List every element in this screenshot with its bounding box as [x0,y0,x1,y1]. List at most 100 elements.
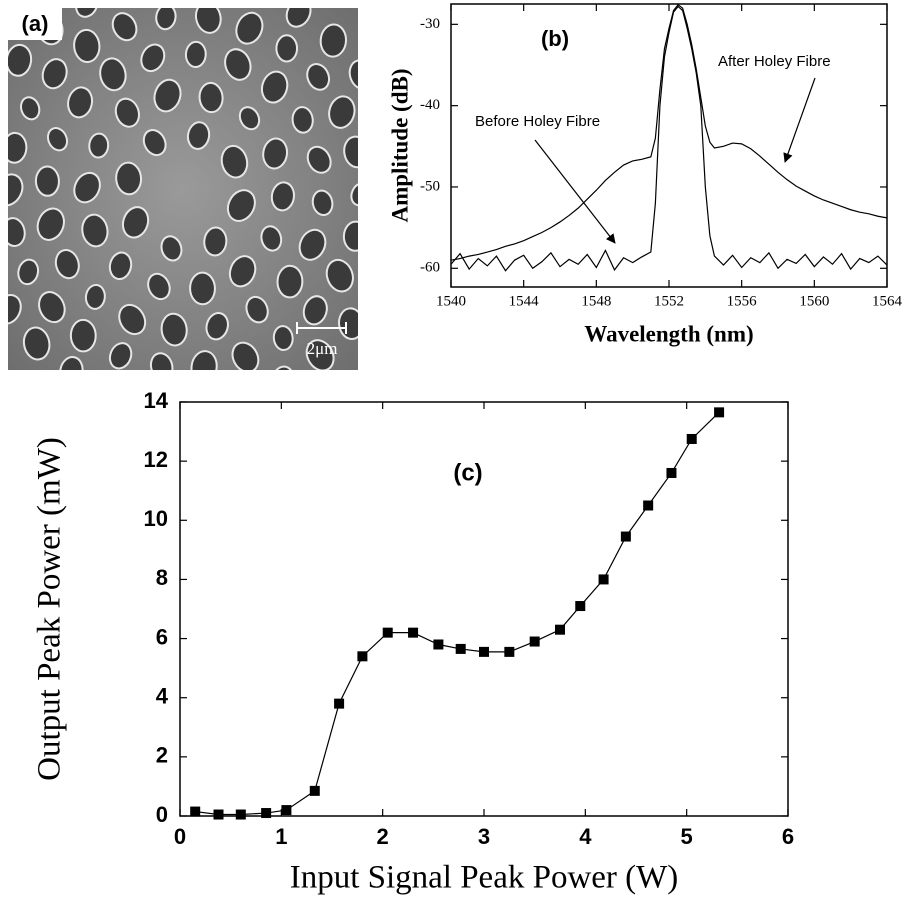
hole [20,96,41,121]
hole [348,59,358,91]
hole [260,225,283,252]
x-tick-label: 1556 [727,293,758,309]
hole [272,325,294,351]
hole [186,121,211,150]
hole [328,95,356,129]
x-tick-label: 1548 [581,293,611,309]
hole [117,0,138,1]
data-point [261,808,272,819]
hole [362,272,387,300]
hole [17,258,40,286]
y-tick-label: -40 [420,97,440,113]
panel-label: (b) [541,26,569,51]
panel-label: (a) [22,11,49,36]
data-point [357,651,368,662]
hole [184,40,207,69]
x-axis-label: Wavelength (nm) [584,321,753,346]
hole [34,165,60,197]
hole [285,8,312,28]
hole [181,384,216,422]
hole [153,78,182,113]
y-tick-label: 2 [156,743,168,768]
x-tick-label: 1544 [509,293,540,309]
plot-frame [450,3,888,288]
data-point [620,531,631,542]
y-tick-label: 0 [156,802,168,827]
hole [224,48,252,81]
data-point [433,639,444,650]
hole [22,326,51,361]
hole [155,8,177,31]
hole [81,213,109,248]
hole [270,181,295,212]
hole [220,144,249,179]
hole [108,251,133,281]
x-tick-label: 1560 [799,293,829,309]
series-annotation: After Holey Fibre [718,53,831,70]
hole [205,312,229,341]
hole [140,43,166,73]
plot-frame [179,401,789,817]
annotation-arrow [534,139,616,244]
x-tick-label: 0 [174,824,186,849]
data-point [575,601,586,612]
x-tick-label: 1564 [872,293,903,309]
hole [115,161,143,196]
hole [235,11,264,45]
hole [73,28,101,64]
label-box [8,8,62,40]
data-point [686,433,697,444]
hole [343,135,358,169]
hole [108,342,133,370]
hole [8,294,22,325]
hole [149,352,174,370]
hole [142,129,167,157]
hole [8,43,33,77]
hole [67,86,94,119]
hole [99,57,127,92]
data-point [408,627,419,638]
hole [306,63,331,91]
hole [228,255,257,288]
data-point [309,785,320,796]
hole [375,227,406,262]
x-axis-label: Input Signal Peak Power (W) [290,860,679,896]
hole [325,258,354,293]
x-tick-label: 5 [681,824,693,849]
y-tick-label: -60 [420,260,440,276]
hole [8,217,26,247]
hole [88,132,110,159]
panel-label: (c) [453,459,482,486]
hole [291,106,314,134]
data-point [666,467,677,478]
data-point [504,646,515,657]
hole [238,106,261,131]
data-point [598,574,609,585]
hole [311,189,334,217]
hole [160,312,188,347]
y-axis-label: Output Peak Power (mW) [32,437,68,781]
hole [231,341,260,370]
hole [121,206,150,239]
hole [302,295,328,326]
y-tick-label: 10 [144,506,168,531]
x-tick-label: 6 [782,824,794,849]
hole [97,375,125,405]
hole [194,8,222,34]
hole [245,295,269,324]
data-point [643,500,654,511]
annotation-arrow [783,77,816,163]
hole [84,283,106,310]
hole [111,12,138,42]
data-point [714,407,725,418]
y-tick-label: -50 [420,178,440,194]
hole [305,339,335,370]
hole [275,34,299,63]
data-point [334,698,345,709]
hole [41,58,68,90]
sem-image: (a) 2μm [8,0,406,422]
y-tick-label: 4 [156,684,169,709]
data-point [555,624,565,635]
hole [203,226,228,257]
